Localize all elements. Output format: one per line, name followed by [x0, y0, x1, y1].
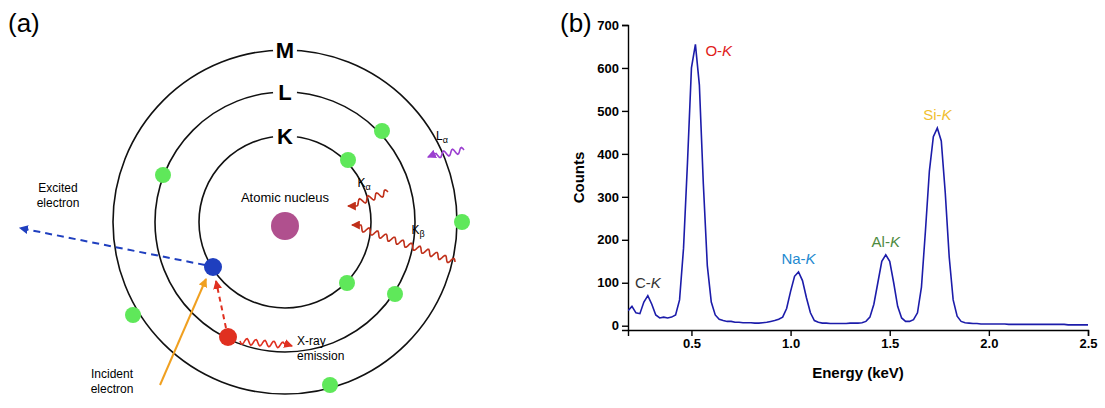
- tick-label: 300: [597, 189, 619, 204]
- tick: 0.5: [683, 330, 701, 351]
- tick: 500: [597, 104, 628, 119]
- shell-label: M: [276, 38, 294, 63]
- electron: [322, 377, 338, 393]
- x-ray-wave: [240, 339, 292, 348]
- y-axis-title: Counts: [570, 152, 587, 204]
- tick-label: 1.0: [782, 336, 800, 351]
- tick-label: 2.5: [1079, 336, 1097, 351]
- k-beta-wave: [352, 225, 455, 262]
- axis-line: [622, 26, 629, 331]
- incident-arrow: [160, 279, 206, 385]
- electron: [387, 286, 403, 302]
- tick: 600: [597, 61, 628, 76]
- excited-arrow: [20, 228, 205, 265]
- figure: (a) KLM Atomic nucleus Excitedelectron Incid…: [0, 0, 1105, 408]
- tick: 300: [597, 189, 628, 204]
- incident-label: Incidentelectron: [91, 367, 134, 396]
- tick-label: 500: [597, 104, 619, 119]
- tick: 0: [612, 318, 628, 333]
- spectrum-line: [628, 44, 1088, 325]
- tick-mark: [622, 25, 628, 26]
- tick-mark: [890, 330, 891, 336]
- tick-label: 400: [597, 147, 619, 162]
- shell: [199, 136, 371, 308]
- tick: 200: [597, 232, 628, 247]
- tick: 1.0: [782, 330, 800, 351]
- electron: [340, 152, 356, 168]
- tick-label: 200: [597, 232, 619, 247]
- tick-mark: [622, 326, 628, 327]
- panel-b: (b) 0.5 1.0 1.5 2.0 2.5 0 100 200 300 400 500 600 700…: [560, 8, 1098, 381]
- x-axis-title: Energy (keV): [812, 364, 904, 381]
- excited-label: Excitedelectron: [37, 181, 80, 210]
- y-axis: 0 100 200 300 400 500 600 700: [597, 18, 628, 334]
- transition-label: Lα: [436, 129, 448, 145]
- peak-label: Na-K: [781, 250, 816, 267]
- transition-label: Kβ: [411, 223, 424, 239]
- k-alpha-wave: [348, 190, 388, 206]
- peak-label: C-K: [635, 274, 662, 291]
- nucleus: [271, 212, 299, 240]
- peak-label: Si-K: [923, 106, 952, 123]
- shell-label-bg: [273, 80, 297, 104]
- l-alpha-wave: [428, 147, 464, 157]
- panel-label: (b): [560, 8, 592, 38]
- panel-label: (a): [8, 8, 40, 38]
- shell: [113, 50, 457, 394]
- shell-label-bg: [273, 124, 297, 148]
- tick-mark: [622, 283, 628, 284]
- electron: [339, 275, 355, 291]
- tick-mark: [691, 330, 692, 336]
- tick-mark: [622, 68, 628, 69]
- electron: [374, 123, 390, 139]
- tick-mark: [790, 330, 791, 336]
- peak-label: Al-K: [872, 233, 901, 250]
- panel-a: (a) KLM Atomic nucleus Excitedelectron Incid…: [8, 8, 470, 396]
- transition-arrow: [216, 281, 226, 328]
- electron: [454, 214, 470, 230]
- tick-label: 100: [597, 275, 619, 290]
- electron: [155, 167, 171, 183]
- tick-label: 2.0: [980, 336, 998, 351]
- tick-label: 0: [612, 318, 619, 333]
- tick-mark: [1088, 330, 1089, 336]
- shell-label: K: [277, 124, 293, 149]
- tick-mark: [989, 330, 990, 336]
- transition-label: Kα: [357, 176, 370, 192]
- tick-label: 600: [597, 61, 619, 76]
- shell-label: L: [278, 80, 291, 105]
- tick: 1.5: [881, 330, 899, 351]
- emission-label: X-rayemission: [297, 334, 344, 363]
- tick-label: 0.5: [683, 336, 701, 351]
- tick-label: 1.5: [881, 336, 899, 351]
- tick-label: 700: [597, 18, 619, 33]
- axis-line: [629, 331, 1089, 337]
- shell: [155, 92, 415, 352]
- plot-area: [628, 44, 1088, 325]
- electron: [125, 307, 141, 323]
- nucleus-label: Atomic nucleus: [241, 190, 330, 205]
- tick-mark: [622, 197, 628, 198]
- peak-label: O-K: [705, 42, 733, 59]
- tick: 2.5: [1079, 330, 1097, 351]
- annotations: C-K O-K Na-K Al-K Si-K: [635, 42, 953, 290]
- transition-electron: [219, 328, 237, 346]
- tick-mark: [622, 240, 628, 241]
- tick: 400: [597, 147, 628, 162]
- vacancy: [204, 258, 222, 276]
- tick-mark: [622, 154, 628, 155]
- x-axis: 0.5 1.0 1.5 2.0 2.5: [629, 330, 1098, 351]
- tick: 100: [597, 275, 628, 290]
- tick: 700: [597, 18, 628, 33]
- tick: 2.0: [980, 330, 998, 351]
- shell-label-bg: [273, 38, 297, 62]
- tick-mark: [622, 111, 628, 112]
